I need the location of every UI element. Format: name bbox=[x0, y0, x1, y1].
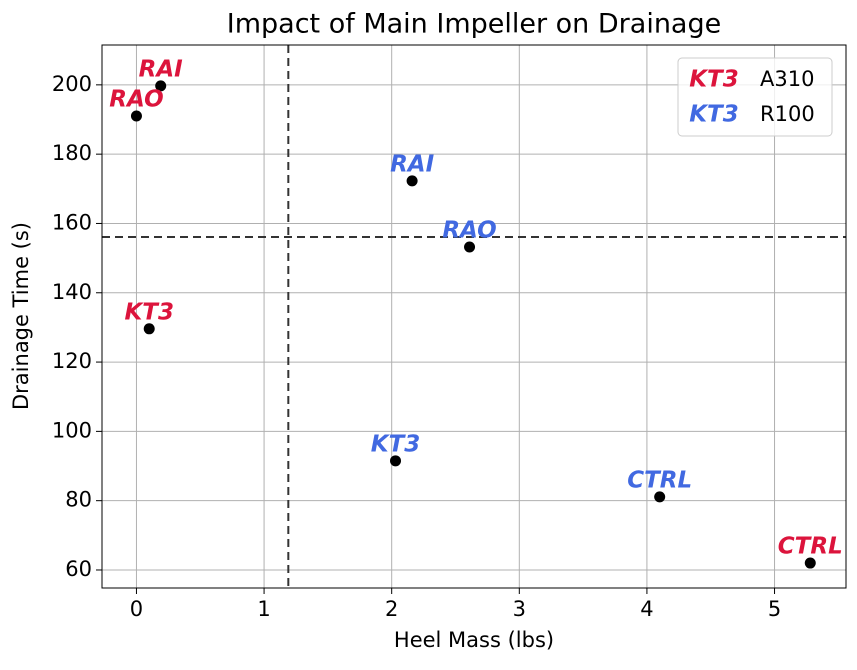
y-tick-label: 100 bbox=[52, 418, 92, 442]
point-label: RAO bbox=[109, 87, 163, 113]
point bbox=[155, 80, 167, 92]
y-tick-label: 200 bbox=[52, 72, 92, 96]
point-label: KT3 bbox=[371, 431, 421, 457]
legend-label: R100 bbox=[760, 102, 815, 126]
y-tick-label: 80 bbox=[65, 488, 92, 512]
point-label: CTRL bbox=[627, 467, 692, 493]
point-label: RAO bbox=[442, 218, 496, 244]
point bbox=[130, 110, 142, 122]
x-tick-label: 1 bbox=[257, 597, 270, 621]
legend-symbol: KT3 bbox=[689, 67, 739, 93]
y-tick-label: 140 bbox=[52, 280, 92, 304]
x-tick-label: 4 bbox=[640, 597, 653, 621]
point bbox=[804, 557, 816, 569]
x-tick-label: 0 bbox=[130, 597, 143, 621]
x-tick-label: 2 bbox=[385, 597, 398, 621]
plot-frame bbox=[101, 44, 847, 589]
y-axis-label: Drainage Time (s) bbox=[9, 222, 33, 410]
x-tick-label: 5 bbox=[768, 597, 781, 621]
point-label: RAI bbox=[390, 151, 435, 177]
point bbox=[654, 491, 666, 503]
x-tick-label: 3 bbox=[513, 597, 526, 621]
y-tick-label: 120 bbox=[52, 349, 92, 373]
point bbox=[143, 323, 155, 335]
chart-title: Impact of Main Impeller on Drainage bbox=[227, 9, 721, 40]
point-label: RAI bbox=[139, 56, 184, 82]
legend-label: A310 bbox=[760, 67, 814, 91]
legend-box bbox=[677, 57, 833, 137]
point bbox=[464, 241, 476, 253]
y-tick-label: 160 bbox=[52, 210, 92, 234]
point-label: KT3 bbox=[124, 299, 174, 325]
y-tick-label: 180 bbox=[52, 141, 92, 165]
point-label: CTRL bbox=[778, 534, 843, 560]
point bbox=[406, 175, 418, 187]
legend-symbol: KT3 bbox=[689, 102, 739, 128]
x-axis-label: Heel Mass (lbs) bbox=[394, 628, 554, 652]
point bbox=[390, 455, 402, 467]
y-tick-label: 60 bbox=[65, 557, 92, 581]
